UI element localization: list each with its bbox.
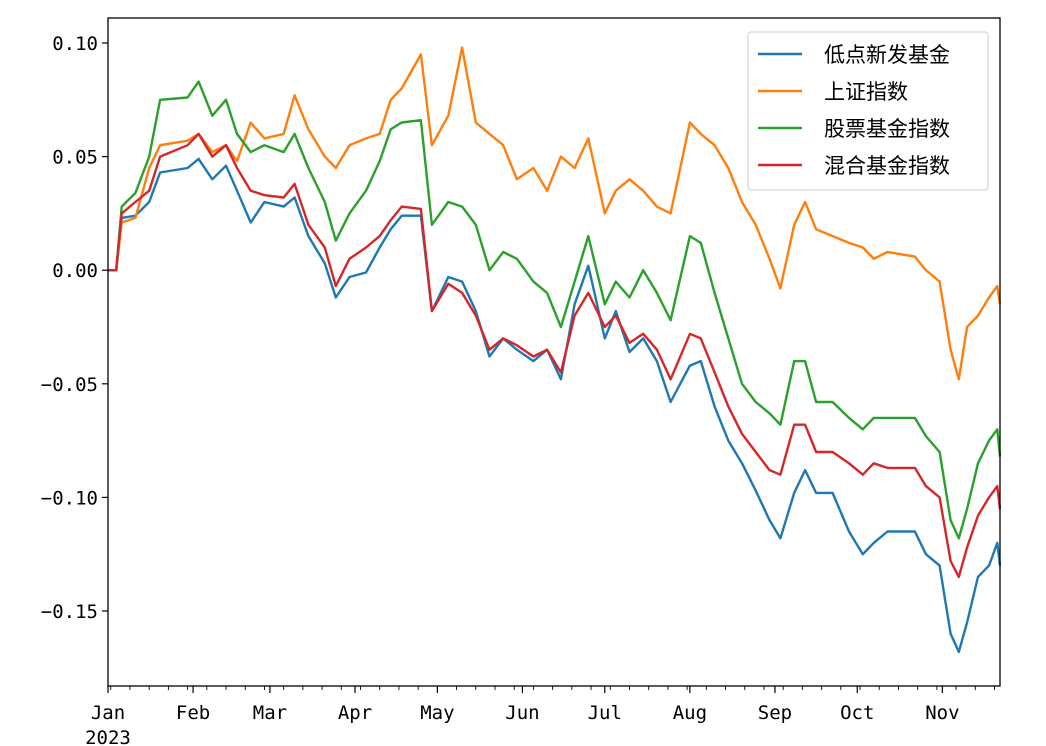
x-tick-label: May [420,702,454,724]
x-tick-label: Aug [673,702,707,724]
x-tick-label: Sep [758,702,792,724]
series-line-1 [108,157,1002,654]
legend-label: 上证指数 [824,80,908,104]
legend-label: 混合基金指数 [824,154,950,178]
legend-label: 股票基金指数 [824,117,950,141]
legend-box [747,31,989,191]
x-tick-label: Feb [176,702,210,724]
y-tick-label: 0.00 [52,260,98,282]
y-tick-label: −0.15 [41,601,98,623]
series-line-3 [108,80,1002,540]
y-tick-label: 0.05 [52,147,98,169]
legend-label: 低点新发基金 [824,43,950,67]
x-tick-label: Apr [338,702,372,724]
plot-lines [108,46,1002,654]
y-tick-label: −0.10 [41,487,98,509]
x-tick-label: Jul [588,702,622,724]
x-tick-label: Mar [253,702,287,724]
x-axis: Jan Feb Mar Apr May Jun Jul Aug Sep Oct Nov 2023 [85,686,995,746]
series-line-4 [108,132,1002,579]
y-tick-label: −0.05 [41,374,98,396]
y-axis: 0.10 0.05 0.00 −0.05 −0.10 −0.15 [41,33,108,623]
series-line-2 [108,46,1002,381]
plot-frame [107,17,1001,687]
x-tick-label: Nov [925,702,959,724]
x-tick-label: Oct [840,702,874,724]
x-tick-label: Jun [505,702,539,724]
x-tick-label: Jan [91,702,125,724]
y-tick-label: 0.10 [52,33,98,55]
x-year-label: 2023 [85,727,131,746]
